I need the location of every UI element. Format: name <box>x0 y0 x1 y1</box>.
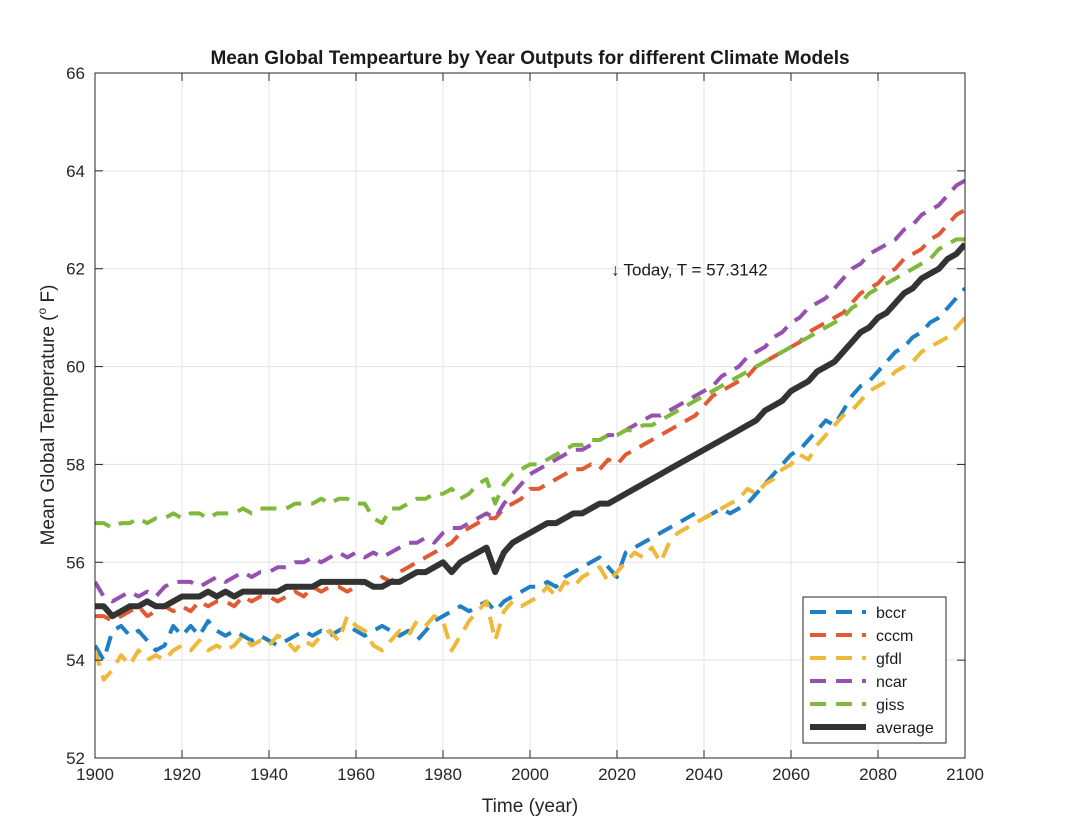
series-line-ncar <box>95 178 965 604</box>
x-tick-label: 2000 <box>511 765 549 784</box>
x-tick-label: 2020 <box>598 765 636 784</box>
y-tick-label: 52 <box>66 749 85 768</box>
y-axis-label-end: F) <box>38 285 59 308</box>
y-tick-label: 56 <box>66 553 85 572</box>
series-line-giss <box>95 237 965 530</box>
legend-label-average: average <box>876 720 934 737</box>
x-axis-label: Time (year) <box>482 796 578 817</box>
legend-label-ncar: ncar <box>876 674 908 691</box>
y-axis-label: Mean Global Temperature (o F) <box>35 285 59 546</box>
legend-label-giss: giss <box>876 697 904 714</box>
legend-label-cccm: cccm <box>876 628 913 645</box>
x-tick-label: 1900 <box>76 765 114 784</box>
series-group <box>95 178 965 682</box>
series-line-bccr <box>95 286 965 663</box>
tick-group: 1900 1920 1940 1960 1980 2000 2020 2040 2060 2080… <box>66 64 984 784</box>
y-axis-label-main: Mean Global Temperature ( <box>38 314 59 546</box>
series-line-gfdl <box>95 316 965 682</box>
annotation-text: Today, T = 57.3142 <box>624 261 768 280</box>
y-tick-label: 62 <box>66 260 85 279</box>
annotation-arrow: ↓ <box>611 261 620 280</box>
today-annotation: ↓ Today, T = 57.3142 <box>611 261 768 280</box>
x-tick-label: 1960 <box>337 765 375 784</box>
legend-label-bccr: bccr <box>876 605 907 622</box>
x-tick-label: 1920 <box>163 765 201 784</box>
y-axis-label-superscript: o <box>35 307 49 314</box>
x-tick-label: 2040 <box>685 765 723 784</box>
x-tick-label: 2060 <box>772 765 810 784</box>
chart-title: Mean Global Tempearture by Year Outputs … <box>210 48 849 69</box>
x-tick-label: 2100 <box>946 765 984 784</box>
x-tick-label: 1940 <box>250 765 288 784</box>
legend-box <box>802 596 947 744</box>
x-tick-label: 1980 <box>424 765 462 784</box>
legend-label-gfdl: gfdl <box>876 651 902 668</box>
y-tick-label: 66 <box>66 64 85 83</box>
legend: bccr cccm gfdl ncar giss average <box>802 596 947 744</box>
series-line-average <box>95 242 965 620</box>
y-tick-label: 60 <box>66 358 85 377</box>
y-tick-label: 54 <box>66 651 85 670</box>
y-tick-label: 64 <box>66 162 85 181</box>
series-line-cccm <box>95 208 965 623</box>
x-tick-label: 2080 <box>859 765 897 784</box>
y-tick-label: 58 <box>66 455 85 474</box>
